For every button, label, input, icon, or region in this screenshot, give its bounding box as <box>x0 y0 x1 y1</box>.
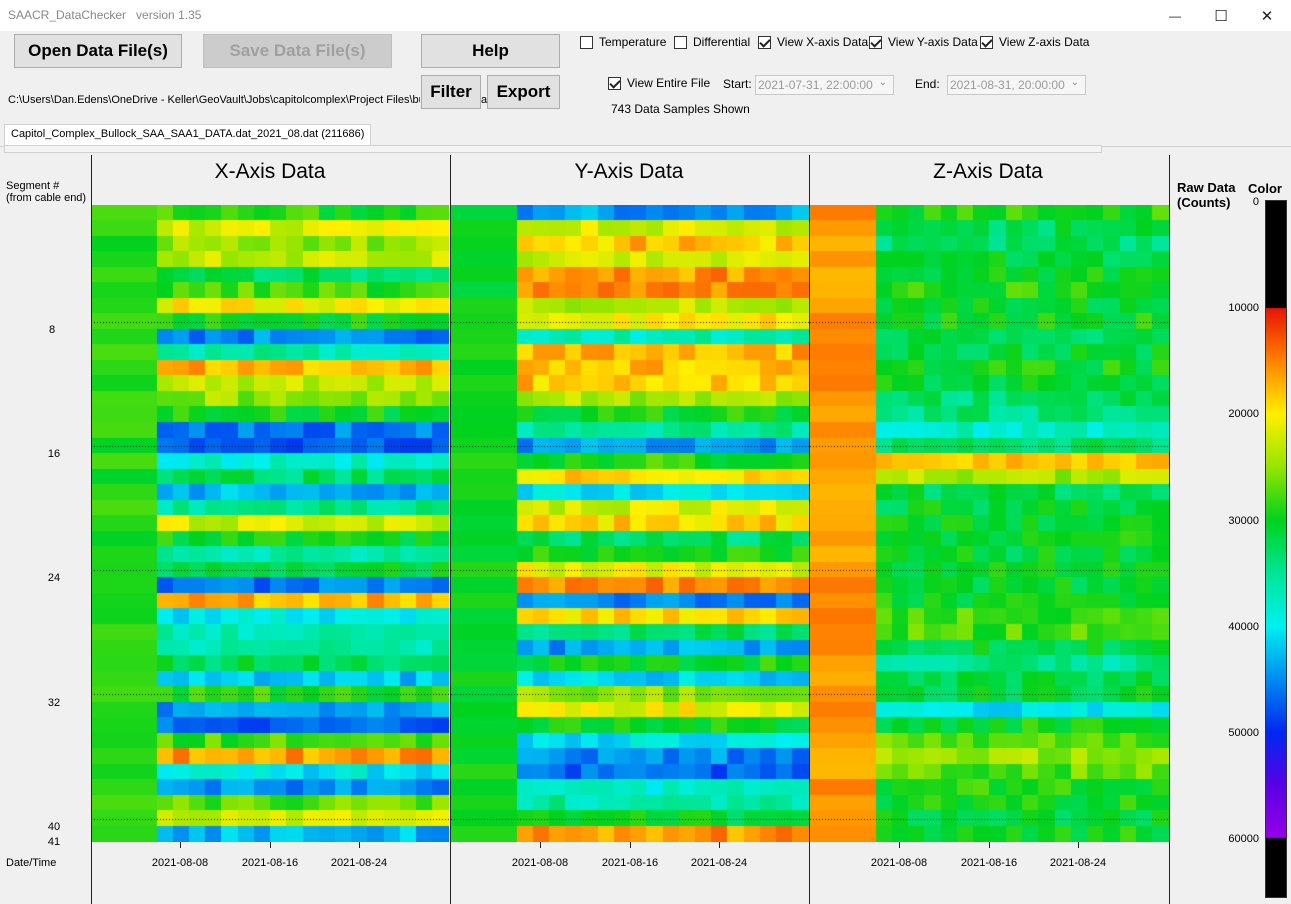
date-tick-label: 2021-08-08 <box>870 857 928 869</box>
filter-button[interactable]: Filter <box>421 75 481 109</box>
differential-checkbox-box[interactable] <box>674 35 687 49</box>
segment-tick-label: 41 <box>47 836 61 848</box>
view-z-axis-checkbox[interactable]: View Z-axis Data <box>980 35 1089 49</box>
colorbar <box>1265 200 1287 898</box>
x-axis-heatmap[interactable] <box>91 205 449 842</box>
temperature-checkbox-box[interactable] <box>580 35 593 49</box>
date-tick-label: 2021-08-24 <box>330 857 388 869</box>
date-tick-mark <box>630 842 631 848</box>
temperature-checkbox[interactable]: Temperature <box>580 35 666 49</box>
z-axis-panel-title: Z-Axis Data <box>933 160 1043 183</box>
view-y-axis-checkbox-box[interactable] <box>869 35 882 49</box>
date-tick-mark <box>540 842 541 848</box>
view-x-axis-checkbox-label: View X-axis Data <box>777 35 869 49</box>
view-z-axis-checkbox-box[interactable] <box>980 35 993 49</box>
samples-shown-label: 743 Data Samples Shown <box>611 102 750 116</box>
date-tick-mark <box>989 842 990 848</box>
colorbar-color-label: Color <box>1248 181 1282 196</box>
panel-divider <box>809 155 810 904</box>
start-date-value: 2021-07-31, 22:00:00 <box>758 78 873 92</box>
date-tick-label: 2021-08-24 <box>1049 857 1107 869</box>
segment-tick-label: 16 <box>47 448 61 460</box>
colorbar-tick-label: 60000 <box>1228 833 1259 845</box>
x-axis-panel-title: X-Axis Data <box>214 160 326 183</box>
colorbar-subtitle: (Counts) <box>1177 195 1231 210</box>
view-x-axis-checkbox[interactable]: View X-axis Data <box>758 35 868 49</box>
file-path-suffix: a <box>481 94 488 106</box>
view-y-axis-checkbox[interactable]: View Y-axis Data <box>869 35 978 49</box>
date-tick-mark <box>180 842 181 848</box>
chevron-down-icon[interactable]: ⌄ <box>878 77 887 88</box>
y-axis-panel-title: Y-Axis Data <box>574 160 684 183</box>
date-tick-label: 2021-08-08 <box>511 857 569 869</box>
close-icon[interactable]: ✕ <box>1260 7 1274 25</box>
view-z-axis-checkbox-label: View Z-axis Data <box>999 35 1090 49</box>
open-data-files-button[interactable]: Open Data File(s) <box>14 34 182 68</box>
colorbar-tick-label: 0 <box>1252 196 1259 208</box>
date-tick-label: 2021-08-16 <box>601 857 659 869</box>
progress-bar <box>4 145 1102 153</box>
maximize-icon[interactable]: ☐ <box>1214 7 1228 25</box>
date-axis-label: Date/Time <box>6 857 57 869</box>
chevron-down-icon[interactable]: ⌄ <box>1070 77 1079 88</box>
panel-divider <box>1169 155 1170 904</box>
view-entire-file-checkbox[interactable]: View Entire File <box>608 76 710 90</box>
end-date-picker[interactable]: 2021-08-31, 20:00:00 ⌄ <box>947 75 1086 95</box>
z-axis-heatmap[interactable] <box>810 205 1169 842</box>
date-tick-mark <box>899 842 900 848</box>
date-tick-mark <box>1078 842 1079 848</box>
differential-checkbox-label: Differential <box>693 35 751 49</box>
view-x-axis-checkbox-box[interactable] <box>758 35 771 49</box>
segment-axis-sublabel: (from cable end) <box>6 192 87 204</box>
view-entire-file-checkbox-box[interactable] <box>608 76 621 90</box>
export-button[interactable]: Export <box>487 75 560 109</box>
view-entire-file-checkbox-label: View Entire File <box>627 76 711 90</box>
date-tick-mark <box>270 842 271 848</box>
segment-axis-label: Segment # <box>6 180 60 192</box>
panel-divider <box>450 155 451 904</box>
date-tick-mark <box>719 842 720 848</box>
end-date-value: 2021-08-31, 20:00:00 <box>950 78 1065 92</box>
colorbar-tick-label: 10000 <box>1228 302 1259 314</box>
date-tick-label: 2021-08-16 <box>960 857 1018 869</box>
colorbar-tick-label: 30000 <box>1228 515 1259 527</box>
differential-checkbox[interactable]: Differential <box>674 35 750 49</box>
colorbar-tick-label: 20000 <box>1228 408 1259 420</box>
colorbar-tick-label: 50000 <box>1228 727 1259 739</box>
segment-tick-label: 24 <box>47 572 61 584</box>
segment-tick-label: 40 <box>47 821 61 833</box>
help-button[interactable]: Help <box>421 34 560 68</box>
title-bar <box>0 0 1291 31</box>
view-y-axis-checkbox-label: View Y-axis Data <box>888 35 978 49</box>
date-tick-label: 2021-08-24 <box>690 857 748 869</box>
date-tick-label: 2021-08-08 <box>151 857 209 869</box>
date-tick-label: 2021-08-16 <box>241 857 299 869</box>
colorbar-title: Raw Data <box>1177 180 1236 195</box>
segment-tick-label: 32 <box>47 697 61 709</box>
save-data-files-button: Save Data File(s) <box>203 34 392 68</box>
tab-data-file[interactable]: Capitol_Complex_Bullock_SAA_SAA1_DATA.da… <box>4 124 372 146</box>
y-axis-heatmap[interactable] <box>451 205 809 842</box>
window-title: SAACR_DataChecker version 1.35 <box>8 8 202 22</box>
file-path-label: C:\Users\Dan.Edens\OneDrive - Keller\Geo… <box>8 94 420 106</box>
temperature-checkbox-label: Temperature <box>599 35 667 49</box>
panel-divider <box>91 155 92 904</box>
date-tick-mark <box>359 842 360 848</box>
colorbar-tick-label: 40000 <box>1228 621 1259 633</box>
start-label: Start: <box>723 77 752 91</box>
start-date-picker[interactable]: 2021-07-31, 22:00:00 ⌄ <box>755 75 894 95</box>
minimize-icon[interactable]: — <box>1169 8 1181 23</box>
segment-tick-label: 8 <box>48 324 56 336</box>
end-label: End: <box>915 77 940 91</box>
